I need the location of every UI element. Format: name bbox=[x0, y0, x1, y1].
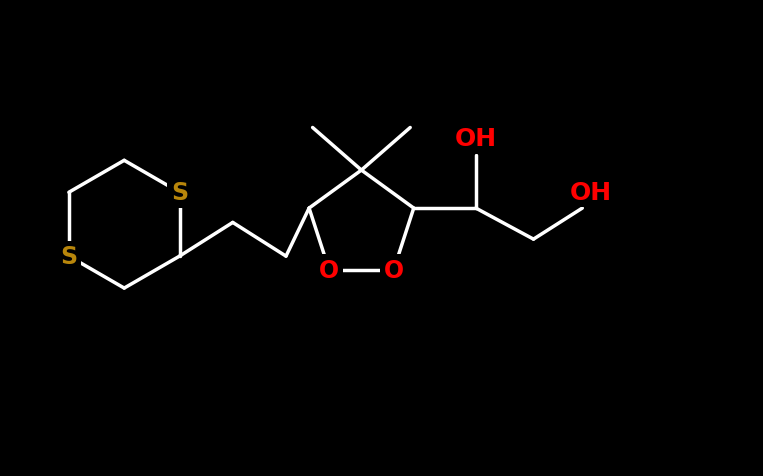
Text: S: S bbox=[60, 245, 78, 268]
Text: OH: OH bbox=[455, 127, 497, 151]
Text: O: O bbox=[384, 258, 404, 282]
Text: O: O bbox=[319, 258, 339, 282]
Text: OH: OH bbox=[570, 180, 612, 204]
Text: S: S bbox=[171, 181, 188, 205]
